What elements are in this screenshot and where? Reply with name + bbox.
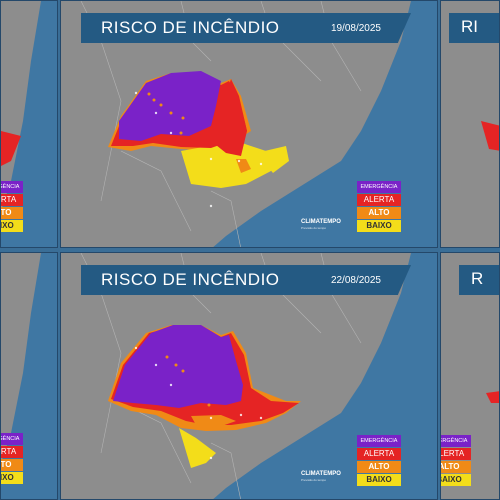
legend-alto: ALTO [357,461,401,473]
legend-baixo: BAIXO [1,472,23,484]
legend-baixo: BAIXO [1,220,23,232]
map-date-2: 22/08/2025 [330,275,381,286]
climatempo-logo-1: CLIMATEMPO Previsão do tempo [301,219,341,230]
map-title-1: RISCO DE INCÊNDIO [101,18,280,37]
legend-emergencia: EMERGÊNCIA [1,181,23,193]
legend-2: EMERGÊNCIA ALERTA ALTO BAIXO [357,435,401,487]
left-top-panel: EMERGÊNCIA ALERTA ALTO BAIXO [0,0,58,248]
legend-alerta: ALERTA [441,448,471,460]
legend-alto: ALTO [1,459,23,471]
legend-alto: ALTO [441,461,471,473]
legend-alto: ALTO [1,207,23,219]
map-panel-1: RISCO DE INCÊNDIO 19/08/2025 CLIMATEMPO … [60,0,438,248]
legend-alerta: ALERTA [1,446,23,458]
legend-baixo: BAIXO [357,474,401,486]
legend-1: EMERGÊNCIA ALERTA ALTO BAIXO [357,181,401,233]
legend-emergencia: EMERGÊNCIA [441,435,471,447]
title-bar-1: RISCO DE INCÊNDIO 19/08/2025 [81,13,411,43]
legend-alerta: ALERTA [357,448,401,460]
legend-alerta: ALERTA [357,194,401,206]
right-bottom-title-bar: R [459,265,499,295]
right-bottom-panel: R EMERGÊNCIA ALERTA ALTO BAIXO [440,252,500,500]
left-top-legend: EMERGÊNCIA ALERTA ALTO BAIXO [1,181,23,233]
right-top-map [441,1,499,247]
legend-baixo: BAIXO [441,474,471,486]
legend-baixo: BAIXO [357,220,401,232]
title-bar-2: RISCO DE INCÊNDIO 22/08/2025 [81,265,411,295]
right-top-title-bar: RI [449,13,499,43]
map-panel-2: RISCO DE INCÊNDIO 22/08/2025 CLIMATEMPO … [60,252,438,500]
legend-emergencia: EMERGÊNCIA [1,433,23,445]
left-bottom-legend: EMERGÊNCIA ALERTA ALTO BAIXO [1,433,23,485]
left-top-map [1,1,57,247]
right-top-panel: RI [440,0,500,248]
legend-alto: ALTO [357,207,401,219]
right-bottom-title: R [471,269,484,288]
legend-emergencia: EMERGÊNCIA [357,181,401,193]
legend-alerta: ALERTA [1,194,23,206]
map-1 [61,1,437,247]
left-bottom-panel: EMERGÊNCIA ALERTA ALTO BAIXO [0,252,58,500]
left-bottom-map [1,253,57,499]
map-title-2: RISCO DE INCÊNDIO [101,270,280,289]
map-date-1: 19/08/2025 [330,23,381,34]
right-bottom-legend: EMERGÊNCIA ALERTA ALTO BAIXO [441,435,471,487]
right-top-title: RI [461,17,478,36]
legend-emergencia: EMERGÊNCIA [357,435,401,447]
climatempo-logo-2: CLIMATEMPO Previsão do tempo [301,471,341,482]
